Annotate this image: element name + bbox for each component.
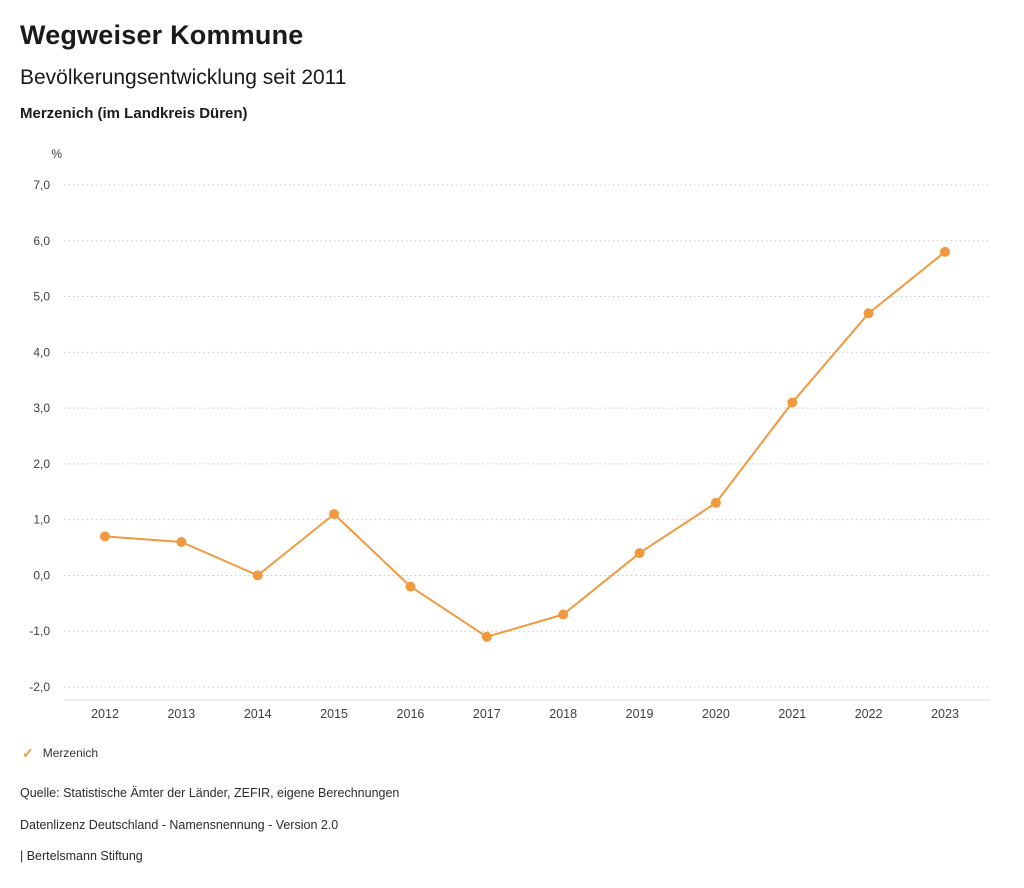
- publisher-text: | Bertelsmann Stiftung: [20, 849, 143, 863]
- x-tick-label: 2022: [855, 707, 883, 721]
- y-tick-label: 5,0: [33, 290, 50, 304]
- y-tick-label: -2,0: [29, 680, 50, 694]
- y-tick-label: 0,0: [33, 568, 50, 582]
- y-tick-label: 3,0: [33, 401, 50, 415]
- x-tick-label: 2017: [473, 707, 501, 721]
- legend-check-icon: ✓: [22, 745, 34, 761]
- license-text: Datenlizenz Deutschland - Namensnennung …: [20, 818, 339, 832]
- population-line-chart: 7,0 6,0 5,0 4,0 3,0 2,0 1,0 0,0 -1,0 -2,0 2012 2013…: [29, 178, 990, 721]
- y-tick-label: -1,0: [29, 624, 50, 638]
- data-point-marker[interactable]: [100, 531, 110, 542]
- data-point-marker[interactable]: [634, 548, 645, 559]
- x-tick-label: 2019: [626, 707, 654, 721]
- y-tick-label: 2,0: [33, 457, 50, 471]
- data-point-marker[interactable]: [940, 246, 950, 257]
- x-tick-label: 2018: [549, 707, 577, 721]
- data-point-marker[interactable]: [176, 537, 187, 547]
- x-tick-label: 2020: [702, 707, 730, 721]
- x-tick-label: 2021: [778, 707, 806, 721]
- data-point-marker[interactable]: [863, 308, 874, 319]
- data-point-marker[interactable]: [252, 570, 263, 581]
- x-tick-label: 2023: [931, 707, 959, 721]
- data-point-marker[interactable]: [329, 509, 340, 520]
- chart-subtitle: Bevölkerungsentwicklung seit 2011: [20, 66, 347, 89]
- x-tick-label: 2016: [397, 707, 425, 721]
- x-tick-label: 2013: [167, 707, 195, 721]
- data-point-marker[interactable]: [558, 609, 569, 620]
- y-tick-label: 6,0: [33, 234, 50, 248]
- data-point-marker[interactable]: [787, 397, 798, 408]
- data-point-marker[interactable]: [710, 497, 721, 508]
- page-title: Wegweiser Kommune: [20, 20, 304, 50]
- chart-region-title: Merzenich (im Landkreis Düren): [20, 105, 248, 122]
- y-tick-label: 7,0: [33, 178, 50, 192]
- x-tick-label: 2014: [244, 707, 272, 721]
- data-point-marker[interactable]: [481, 631, 492, 642]
- y-tick-label: 4,0: [33, 345, 50, 359]
- y-axis-unit-label: %: [51, 147, 62, 161]
- legend-label: Merzenich: [42, 746, 99, 760]
- legend-item-merzenich[interactable]: ✓ Merzenich: [22, 746, 98, 760]
- x-tick-label: 2012: [91, 707, 119, 721]
- y-tick-label: 1,0: [33, 513, 50, 527]
- series-line: [104, 250, 946, 638]
- source-text: Quelle: Statistische Ämter der Länder, Z…: [20, 786, 400, 800]
- data-point-marker[interactable]: [405, 581, 416, 592]
- x-tick-label: 2015: [320, 707, 348, 721]
